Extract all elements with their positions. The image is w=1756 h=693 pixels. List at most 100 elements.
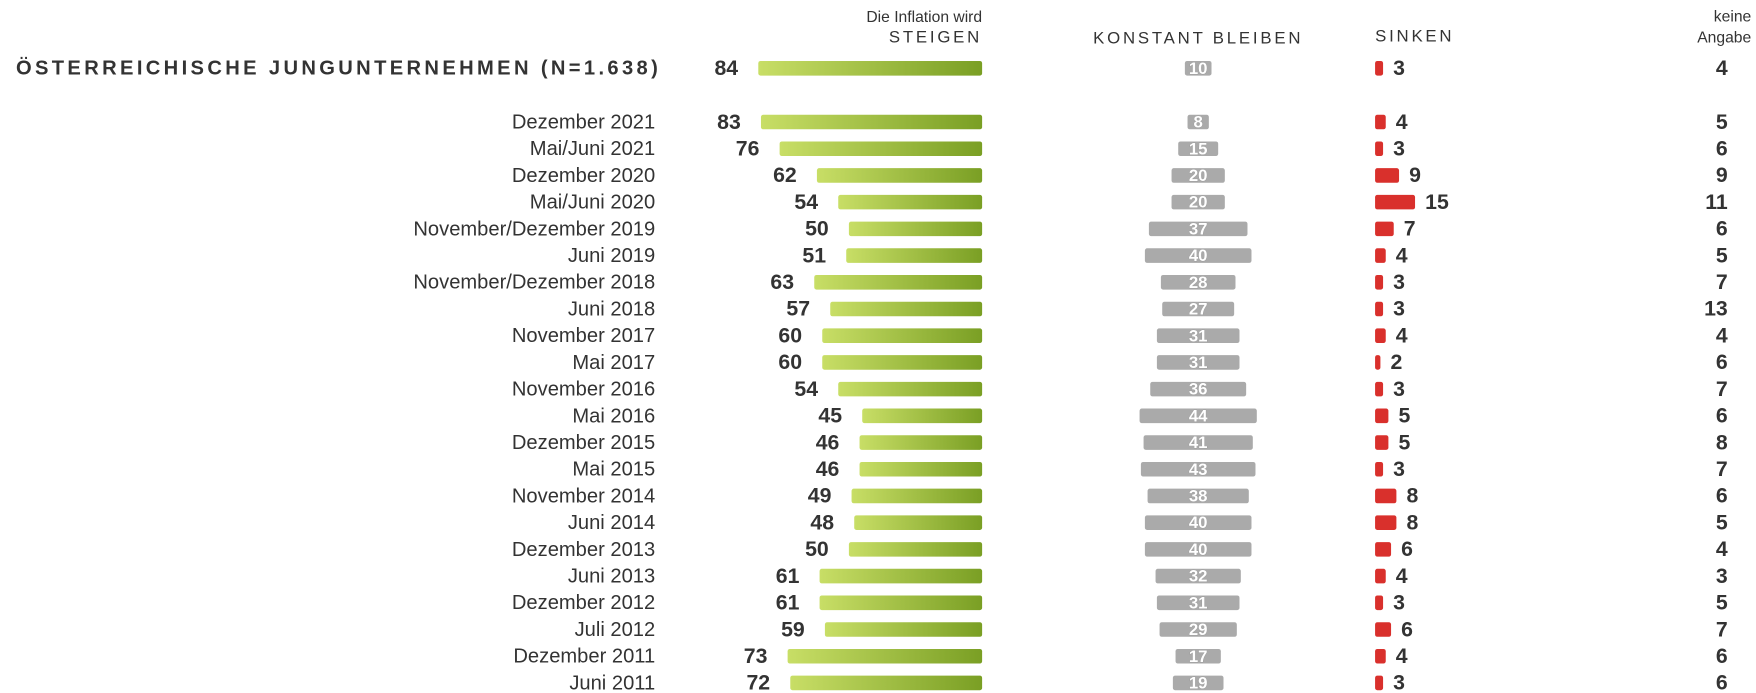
value-label: 41 xyxy=(1189,433,1208,452)
bar xyxy=(760,114,983,130)
bar xyxy=(854,515,983,530)
bar xyxy=(1375,114,1386,130)
value-label: 9 xyxy=(1716,163,1728,187)
value-label: 83 xyxy=(717,110,741,134)
value-label: 6 xyxy=(1716,350,1728,374)
value-label: 6 xyxy=(1716,671,1728,693)
bar xyxy=(1159,622,1237,637)
value-label: 46 xyxy=(816,457,840,481)
bar xyxy=(790,675,983,691)
value-label: 32 xyxy=(1189,567,1208,586)
value-label: 7 xyxy=(1404,217,1416,241)
subtitle: Die Inflation wird xyxy=(866,9,982,26)
value-label: 54 xyxy=(794,377,818,401)
category-label: November 2014 xyxy=(512,485,655,507)
bar xyxy=(838,381,983,397)
value-label: 4 xyxy=(1396,243,1408,267)
bar xyxy=(1375,648,1386,664)
value-label: 15 xyxy=(1425,190,1449,214)
value-label: 5 xyxy=(1716,243,1728,267)
value-label: 6 xyxy=(1716,217,1728,241)
value-label: 61 xyxy=(776,564,800,588)
value-label: 5 xyxy=(1716,510,1728,534)
value-label: 11 xyxy=(1705,190,1728,214)
value-label: 8 xyxy=(1716,430,1728,454)
value-label: 6 xyxy=(1716,404,1728,428)
bar xyxy=(1375,275,1384,290)
value-label: 40 xyxy=(1189,540,1208,559)
bar xyxy=(1375,301,1384,317)
category-label: Mai/Juni 2020 xyxy=(530,192,655,214)
value-label: 76 xyxy=(736,136,760,160)
category-label: Mai 2017 xyxy=(572,352,655,374)
category-label: November/Dezember 2018 xyxy=(413,272,655,294)
bar xyxy=(1375,61,1384,76)
column-header: keine Angabe xyxy=(1697,6,1752,46)
column-header-box: keine Angabe xyxy=(1697,6,1752,46)
value-label: 3 xyxy=(1393,56,1405,80)
bar xyxy=(851,488,983,504)
category-label: Juni 2013 xyxy=(568,566,655,588)
bar xyxy=(1171,168,1225,183)
category-label: Dezember 2011 xyxy=(513,646,655,668)
value-label: 49 xyxy=(808,484,832,508)
value-label: 13 xyxy=(1704,297,1728,321)
column-header: SINKEN xyxy=(1375,26,1454,45)
bar xyxy=(822,328,983,343)
category-label: November/Dezember 2019 xyxy=(413,218,655,240)
value-label: 6 xyxy=(1716,484,1728,508)
bar xyxy=(1375,408,1389,424)
bar xyxy=(1187,114,1209,130)
bar xyxy=(1184,61,1212,76)
bar xyxy=(1375,328,1386,343)
bar xyxy=(1375,675,1384,691)
category-label: Dezember 2012 xyxy=(512,592,655,614)
value-label: 20 xyxy=(1189,193,1208,212)
value-label: 4 xyxy=(1396,564,1408,588)
value-label: 50 xyxy=(805,217,829,241)
value-label: 54 xyxy=(794,190,818,214)
bar xyxy=(1375,595,1384,611)
value-label: 4 xyxy=(1396,110,1408,134)
bar xyxy=(1147,488,1249,504)
value-label: 46 xyxy=(816,430,840,454)
value-label: 3 xyxy=(1716,564,1728,588)
bar xyxy=(1160,275,1236,290)
value-label: 17 xyxy=(1189,647,1208,666)
value-label: 4 xyxy=(1396,323,1408,347)
category-label: Mai 2015 xyxy=(572,459,655,481)
bar xyxy=(816,168,983,183)
bar xyxy=(1375,141,1384,157)
value-label: 31 xyxy=(1189,353,1208,372)
value-label: 15 xyxy=(1189,139,1208,158)
category-label: Juli 2012 xyxy=(575,619,656,641)
category-label: Juni 2018 xyxy=(568,298,655,320)
value-label: 3 xyxy=(1393,671,1405,693)
value-label: 60 xyxy=(778,350,802,374)
value-label: 59 xyxy=(781,617,805,641)
value-label: 61 xyxy=(776,591,800,615)
value-label: 3 xyxy=(1393,457,1405,481)
bar xyxy=(1375,568,1386,584)
bar xyxy=(859,435,983,450)
value-label: 5 xyxy=(1398,430,1410,454)
value-label: 9 xyxy=(1409,163,1421,187)
bar xyxy=(1375,542,1392,557)
category-label: Juni 2011 xyxy=(569,672,655,693)
bar xyxy=(1144,542,1252,557)
value-label: 43 xyxy=(1189,460,1208,479)
bar xyxy=(1375,221,1394,237)
value-label: 5 xyxy=(1716,110,1728,134)
value-label: 7 xyxy=(1716,270,1728,294)
bar xyxy=(1178,141,1219,157)
bar xyxy=(1156,355,1240,370)
value-label: 51 xyxy=(802,243,826,267)
bar xyxy=(758,61,983,76)
bar xyxy=(1375,488,1397,504)
bar xyxy=(819,568,983,584)
category-label: Dezember 2021 xyxy=(512,111,655,133)
value-label: 57 xyxy=(786,297,810,321)
bar xyxy=(1155,568,1241,584)
bar xyxy=(1375,435,1389,450)
